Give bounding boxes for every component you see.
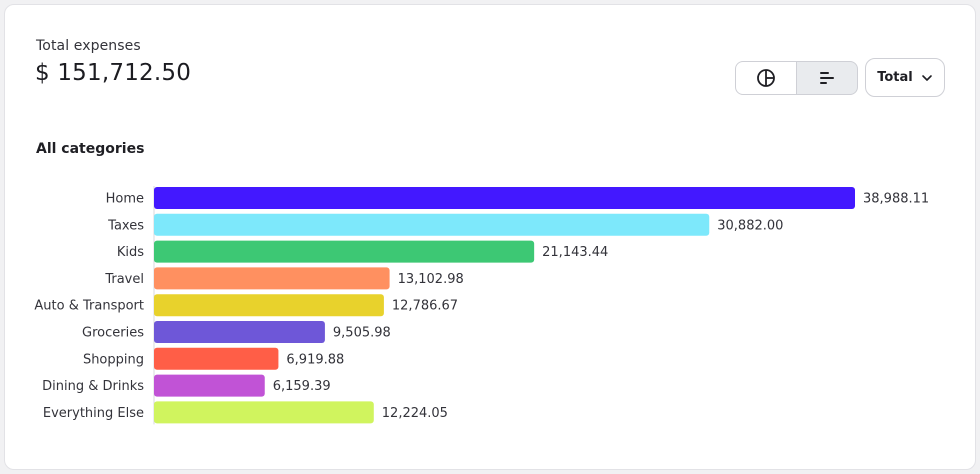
bar-value-label: 6,919.88 [286,352,344,367]
category-bar-chart: Home 38,988.11 Taxes 30,882.00 Kids 21,143.44… [34,186,929,425]
category-bar[interactable] [154,321,325,343]
bar-value-label: 21,143.44 [542,245,608,260]
category-bar[interactable] [154,213,710,236]
bar-value-label: 9,505.98 [333,326,391,341]
category-bar[interactable] [154,374,265,397]
total-dropdown[interactable]: Total [865,58,945,97]
bar-value-label: 6,159.39 [273,379,331,394]
category-label: Everything Else [43,406,144,421]
category-label: Auto & Transport [34,299,144,314]
bar-value-label: 12,224.05 [382,406,448,421]
category-label: Groceries [82,326,144,341]
category-label: Kids [117,245,144,260]
category-label: Travel [104,272,144,287]
category-bar[interactable] [154,347,279,370]
bar-value-label: 12,786.67 [392,299,458,314]
category-label: Dining & Drinks [42,379,144,394]
pie-view-button[interactable] [735,61,797,95]
bar-view-button[interactable] [796,61,858,95]
category-bar[interactable] [154,401,374,424]
category-label: Taxes [107,218,144,233]
section-title: All categories [36,141,145,157]
bar-value-label: 30,882.00 [717,218,783,233]
horizontal-bar-chart-icon [820,72,834,84]
category-bar[interactable] [154,187,855,209]
expenses-card: Total expenses $ 151,712.50 Total All ca… [4,4,976,470]
category-label: Home [106,192,144,207]
bar-value-label: 38,988.11 [863,192,929,207]
category-bar[interactable] [154,294,384,317]
category-bar[interactable] [154,240,535,263]
total-expenses-amount: $ 151,712.50 [35,60,192,86]
total-expenses-label: Total expenses [36,38,141,54]
total-dropdown-label: Total [877,70,913,85]
bar-value-label: 13,102.98 [398,272,464,287]
chevron-down-icon [921,74,932,81]
category-label: Shopping [83,352,144,367]
pie-chart-icon [757,69,775,87]
category-bar[interactable] [154,267,390,290]
